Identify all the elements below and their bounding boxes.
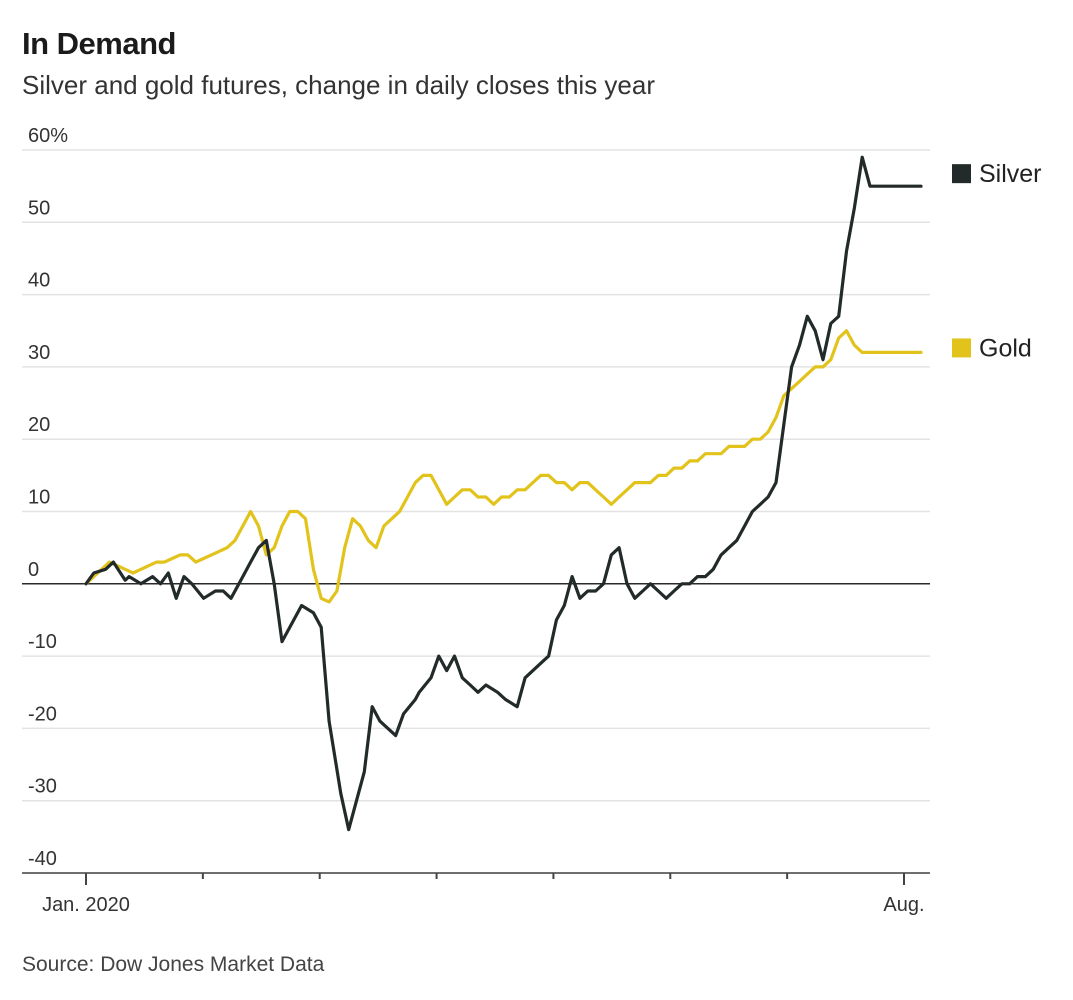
legend-label-gold: Gold <box>979 334 1032 362</box>
y-tick-label: -20 <box>28 703 57 725</box>
legend: Silver Gold <box>952 160 1042 362</box>
legend-label-silver: Silver <box>979 160 1042 188</box>
x-axis: Jan. 2020 Aug. <box>22 872 930 916</box>
chart-title: In Demand <box>22 26 176 61</box>
y-tick-label: 40 <box>28 270 50 292</box>
gridlines <box>22 149 930 874</box>
series-line-silver <box>84 155 923 832</box>
chart-subtitle: Silver and gold futures, change in daily… <box>22 70 656 100</box>
y-tick-label: -40 <box>28 848 57 870</box>
series-lines <box>84 155 923 832</box>
y-tick-label: 60% <box>28 125 68 147</box>
y-axis-tick-labels: 60% 50 40 30 20 10 0 -10 -20 -30 -40 <box>28 125 68 870</box>
y-tick-label: -30 <box>28 776 57 798</box>
source-note: Source: Dow Jones Market Data <box>22 953 325 976</box>
y-tick-label: -10 <box>28 631 57 653</box>
x-tick-label: Aug. <box>883 894 924 916</box>
legend-swatch-silver <box>952 164 971 184</box>
y-tick-label: 20 <box>28 414 50 436</box>
legend-swatch-gold <box>952 338 971 358</box>
y-tick-label: 30 <box>28 342 50 364</box>
x-tick-label: Jan. 2020 <box>42 894 130 916</box>
y-tick-label: 50 <box>28 197 50 219</box>
series-line-gold <box>84 329 923 604</box>
y-tick-label: 10 <box>28 487 50 509</box>
y-tick-label: 0 <box>28 559 39 581</box>
